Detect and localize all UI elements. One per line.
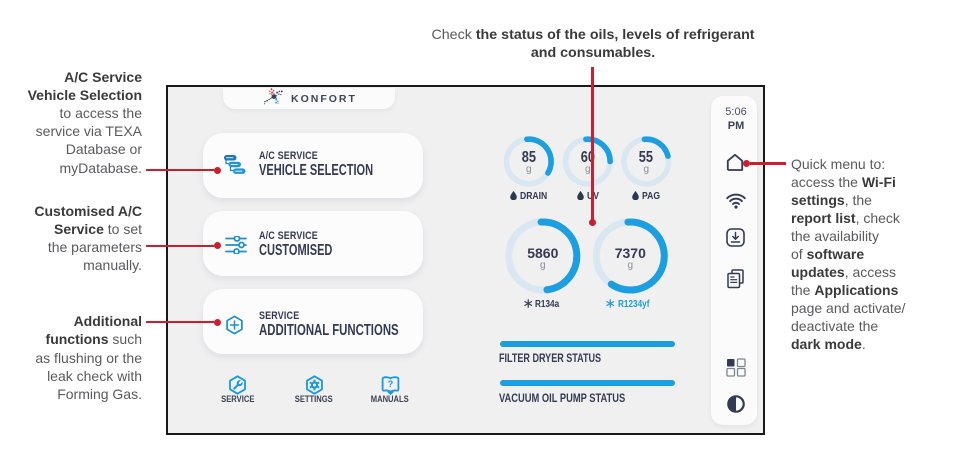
svg-text:?: ? [388, 379, 394, 389]
